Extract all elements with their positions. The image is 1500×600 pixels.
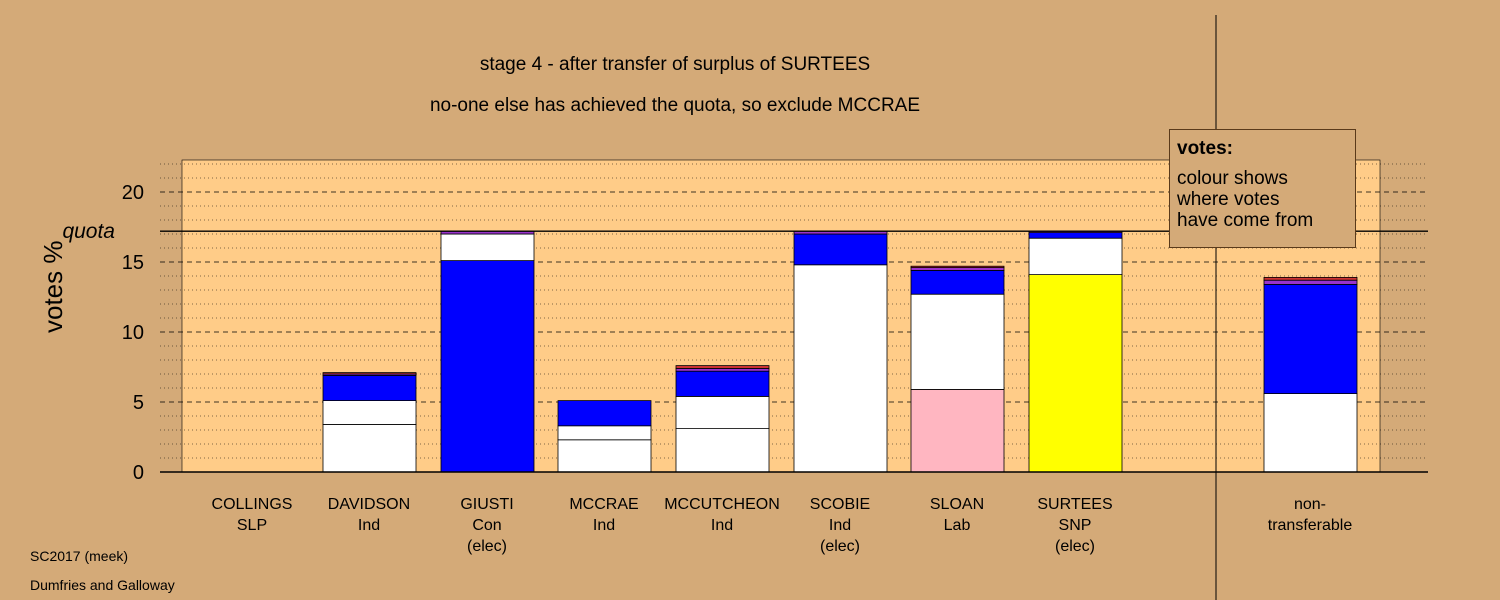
bar-segment xyxy=(675,395,770,429)
bar-segment xyxy=(910,265,1005,269)
bar-segment xyxy=(675,365,770,369)
candidate-label: SURTEES SNP (elec) xyxy=(1010,494,1140,557)
bar-segment xyxy=(910,269,1005,295)
footer-scheme: SC2017 (meek) xyxy=(30,548,129,564)
candidate-label: non-transferable xyxy=(1245,494,1375,536)
candidate-note: (elec) xyxy=(1054,538,1095,555)
y-tick-label: 20 xyxy=(122,182,144,204)
bar-segment xyxy=(1263,393,1358,473)
bar-segment xyxy=(440,233,535,262)
candidate-label: SLOAN Lab xyxy=(892,494,1022,536)
candidate-party: Ind xyxy=(592,517,616,534)
bar-segment xyxy=(910,293,1005,390)
candidate-label: GIUSTI Con (elec) xyxy=(422,494,552,557)
footer-region: Dumfries and Galloway xyxy=(30,577,175,593)
candidate-note: (elec) xyxy=(466,538,507,555)
bar-segment xyxy=(322,374,417,401)
bar-segment xyxy=(1263,283,1358,394)
candidate-name: GIUSTI xyxy=(460,496,514,513)
candidate-note: (elec) xyxy=(819,538,860,555)
candidate-label: MCCUTCHEON Ind xyxy=(657,494,787,536)
candidate-party: Lab xyxy=(943,517,971,534)
bar-segment xyxy=(1028,237,1123,275)
candidate-party: Ind xyxy=(357,517,381,534)
bar-segment xyxy=(557,425,652,441)
bar-segment xyxy=(910,267,1005,271)
bar-segment xyxy=(1028,232,1123,239)
bar-segment xyxy=(440,260,535,473)
y-axis-label: votes % xyxy=(38,240,68,334)
candidate-name: SLOAN xyxy=(929,496,985,513)
y-tick-label: 10 xyxy=(122,322,144,344)
legend-line: have come from xyxy=(1177,210,1314,231)
candidate-name: DAVIDSON xyxy=(327,496,411,513)
bar-segment xyxy=(322,372,417,375)
bar-segment xyxy=(1263,276,1358,281)
candidate-label: MCCRAE Ind xyxy=(539,494,669,536)
candidate-party: Con xyxy=(472,517,502,534)
candidate-label: SCOBIE Ind (elec) xyxy=(775,494,905,557)
bar-segment xyxy=(675,367,770,372)
candidate-label: COLLINGS SLP xyxy=(187,494,317,536)
candidate-label: DAVIDSON Ind xyxy=(304,494,434,536)
y-tick-label: 5 xyxy=(133,392,144,414)
candidate-party: SNP xyxy=(1058,517,1092,534)
y-tick-label: 15 xyxy=(122,252,144,274)
bar-segment xyxy=(322,400,417,425)
legend-title: votes: xyxy=(1177,138,1233,159)
candidate-name: COLLINGS xyxy=(211,496,293,513)
bar-segment xyxy=(1263,279,1358,285)
bar-segment xyxy=(557,439,652,473)
y-tick-label: 0 xyxy=(133,462,144,484)
candidate-name: MCCRAE xyxy=(569,496,639,513)
candidate-party: Ind xyxy=(828,517,852,534)
legend-line: colour shows xyxy=(1177,168,1288,189)
bar-segment xyxy=(322,423,417,473)
bar-segment xyxy=(675,428,770,473)
chart-title: stage 4 - after transfer of surplus of S… xyxy=(479,54,871,75)
candidate-name: SCOBIE xyxy=(809,496,871,513)
candidate-name: MCCUTCHEON xyxy=(664,496,780,513)
bar-segment xyxy=(1028,274,1123,473)
chart-subtitle: no-one else has achieved the quota, so e… xyxy=(429,95,921,116)
bars xyxy=(322,230,1358,473)
candidate-party: SLP xyxy=(236,517,268,534)
y-tick-labels: 0 5 10 15 20 quota xyxy=(62,182,144,484)
candidate-party: transferable xyxy=(1267,517,1353,534)
quota-label: quota xyxy=(62,220,115,243)
legend-line: where votes xyxy=(1177,189,1280,210)
candidate-name: SURTEES xyxy=(1037,496,1113,513)
bar-segment xyxy=(793,264,888,473)
candidate-party: Ind xyxy=(710,517,734,534)
bar-segment xyxy=(793,233,888,266)
candidate-name: non- xyxy=(1293,496,1327,513)
bar-segment xyxy=(910,388,1005,473)
legend-box: votes: colour shows where votes have com… xyxy=(1169,129,1356,248)
bar-segment xyxy=(557,400,652,427)
bar-segment xyxy=(675,370,770,397)
